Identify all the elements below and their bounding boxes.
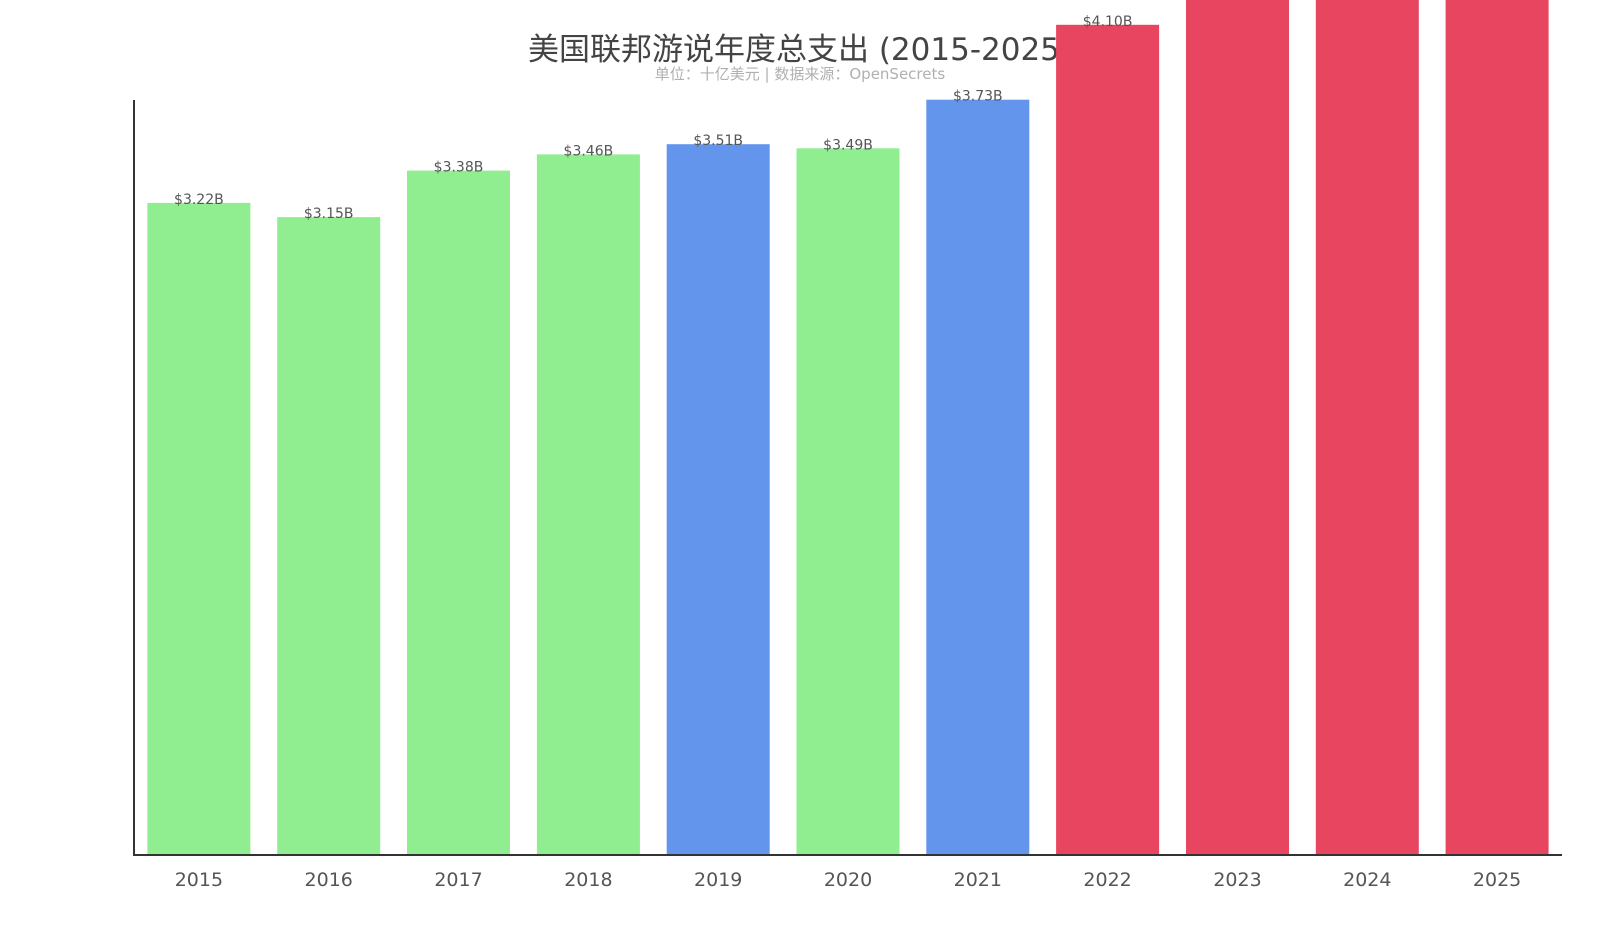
x-tick-2018: 2018 — [564, 869, 612, 891]
x-tick-2022: 2022 — [1083, 869, 1131, 891]
value-label-2017: $3.38B — [434, 160, 484, 176]
x-tick-2017: 2017 — [434, 869, 482, 891]
x-tick-2024: 2024 — [1343, 869, 1391, 891]
bar-2019 — [666, 144, 770, 855]
bar-2022 — [1056, 24, 1160, 856]
x-tick-2021: 2021 — [954, 869, 1002, 891]
value-label-2020: $3.49B — [823, 137, 873, 153]
bar-2025 — [1445, 0, 1549, 855]
x-tick-2023: 2023 — [1213, 869, 1261, 891]
bar-2018 — [536, 154, 640, 855]
value-label-2016: $3.15B — [304, 206, 354, 222]
value-label-2019: $3.51B — [693, 133, 743, 149]
value-label-2022: $4.10B — [1083, 14, 1133, 30]
value-label-2015: $3.22B — [174, 192, 224, 208]
value-label-2021: $3.73B — [953, 89, 1003, 105]
bar-2021 — [926, 99, 1030, 855]
bar-2015 — [147, 202, 251, 855]
bars-layer — [147, 0, 1549, 856]
value-label-2018: $3.46B — [564, 143, 614, 159]
value-labels-layer: $3.22B $3.15B $3.38B $3.46B $3.51B $3.49B $3.7… — [174, 14, 1133, 222]
x-tick-2020: 2020 — [824, 869, 872, 891]
bar-2017 — [407, 170, 510, 856]
bar-2016 — [277, 217, 381, 856]
x-tick-2019: 2019 — [694, 869, 742, 891]
bar-2023 — [1186, 0, 1289, 856]
bar-2020 — [796, 148, 900, 856]
x-tick-2016: 2016 — [305, 869, 353, 891]
x-tick-2015: 2015 — [175, 869, 223, 891]
bar-2024 — [1315, 0, 1419, 855]
chart-title: 美国联邦游说年度总支出 (2015-2025) — [527, 32, 1072, 68]
x-tick-2025: 2025 — [1473, 869, 1521, 891]
chart-subtitle: 单位：十亿美元 | 数据来源：OpenSecrets — [654, 65, 946, 83]
x-tick-labels-layer: 2015 2016 2017 2018 2019 2020 2021 2022 2023 2024… — [175, 869, 1522, 891]
